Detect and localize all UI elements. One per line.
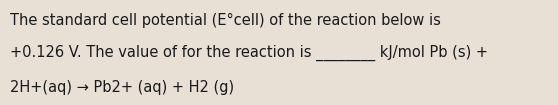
Text: +0.126 V. The value of for the reaction is ________ kJ/mol Pb (s) +: +0.126 V. The value of for the reaction … <box>10 45 488 61</box>
Text: 2H+(aq) → Pb2+ (aq) + H2 (g): 2H+(aq) → Pb2+ (aq) + H2 (g) <box>10 80 234 95</box>
Text: The standard cell potential (E°cell) of the reaction below is: The standard cell potential (E°cell) of … <box>10 13 441 28</box>
